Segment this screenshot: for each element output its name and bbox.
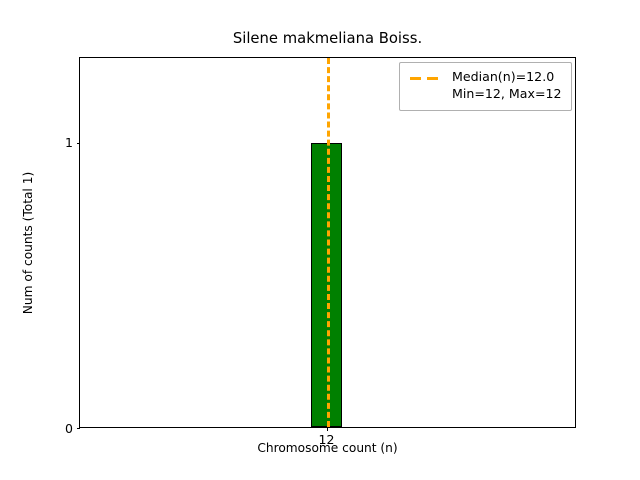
legend-dashed-line-icon <box>409 70 443 87</box>
legend-entry-minmax: Min=12, Max=12 <box>452 85 562 101</box>
x-axis-label: Chromosome count (n) <box>257 441 398 455</box>
xtick-mark-12 <box>326 427 328 431</box>
plot-inner <box>80 58 575 427</box>
ytick-label-0: 0 <box>65 420 73 436</box>
legend: Median(n)=12.0 Min=12, Max=12 <box>399 62 572 111</box>
legend-text: Median(n)=12.0 Min=12, Max=12 <box>452 69 562 103</box>
median-line <box>326 58 330 427</box>
page-title: Silene makmeliana Boiss. <box>232 30 423 47</box>
y-axis-label: Num of counts (Total 1) <box>21 171 35 314</box>
ytick-mark-0 <box>76 428 80 430</box>
legend-entry-median: Median(n)=12.0 <box>452 69 555 84</box>
ytick-mark-1 <box>76 143 80 145</box>
ytick-label-1: 1 <box>65 134 73 150</box>
xtick-label-12: 12 <box>318 432 335 447</box>
plot-area: 0 1 Num of counts (Total 1) 12 <box>21 57 576 446</box>
